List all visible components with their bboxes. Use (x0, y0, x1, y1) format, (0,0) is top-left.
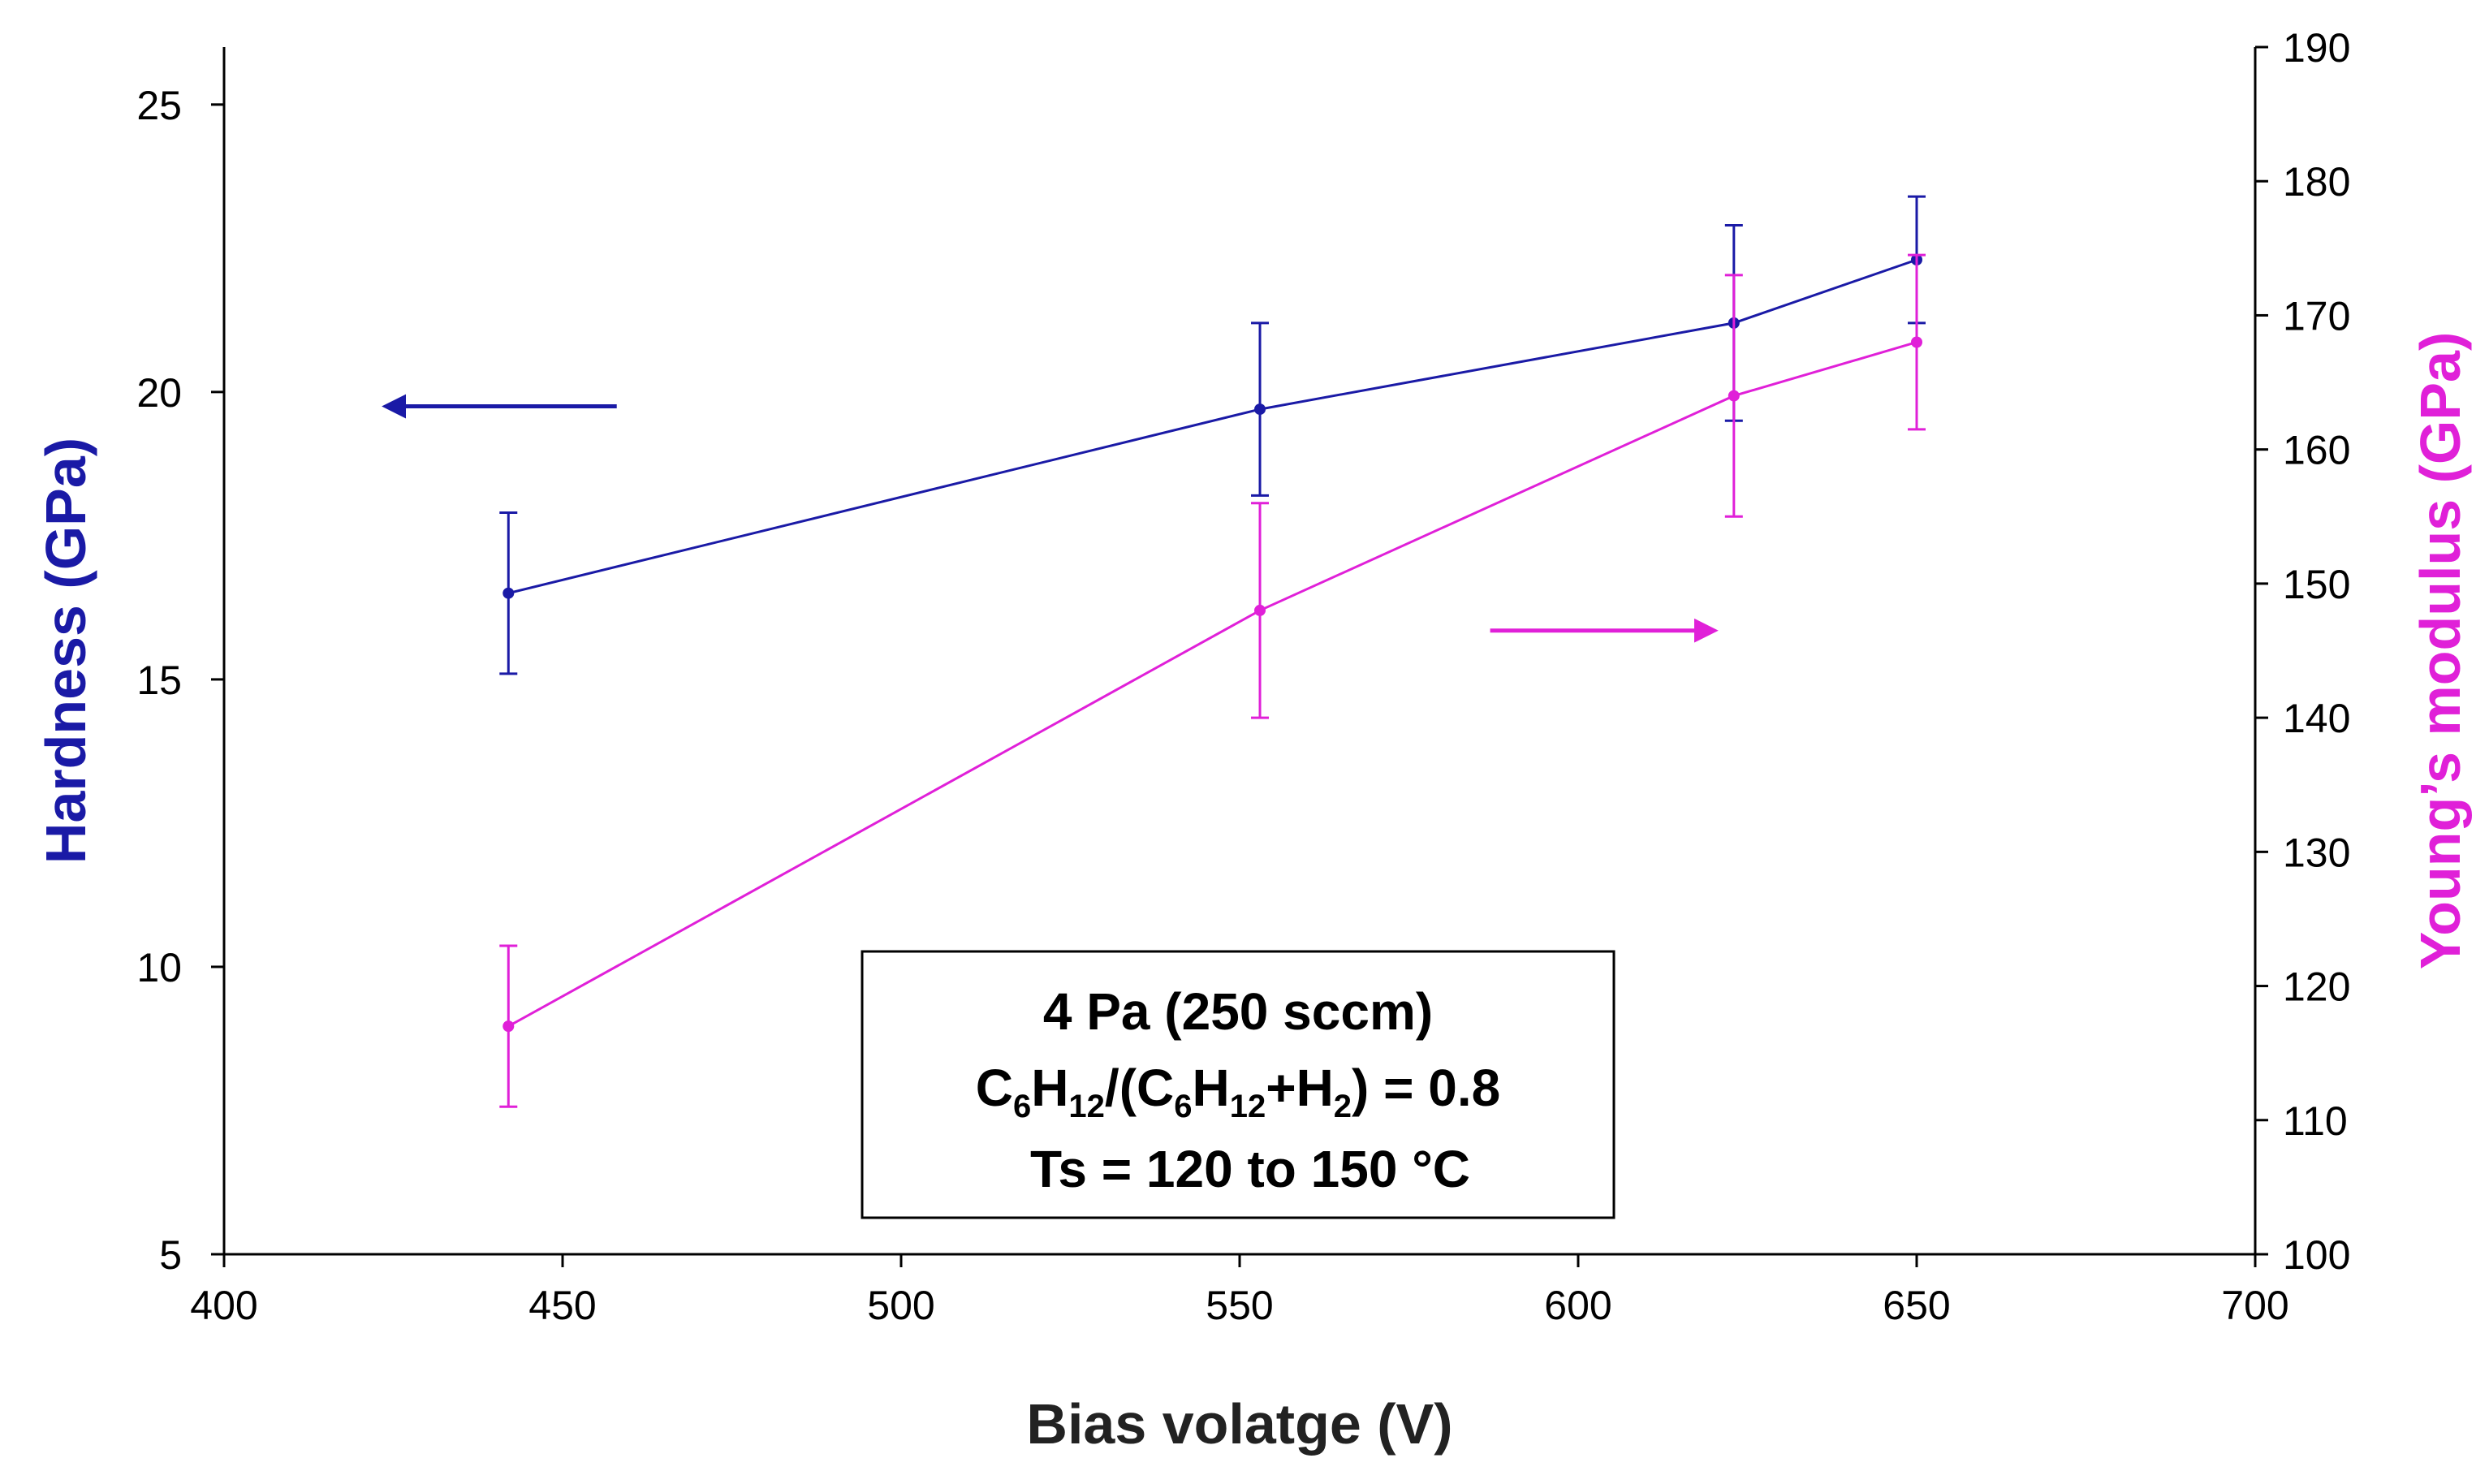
formula-subscript: 6 (1013, 1089, 1031, 1124)
y-left-tick-label: 10 (136, 945, 182, 990)
y-right-tick-label: 140 (2283, 696, 2350, 741)
y-right-tick-label: 130 (2283, 830, 2350, 875)
formula-part: H (1192, 1059, 1229, 1117)
annotation-box: 4 Pa (250 sccm) C6H12/(C6H12+H2) = 0.8 T… (861, 950, 1615, 1219)
formula-part: ) = 0.8 (1352, 1059, 1500, 1117)
hardness-point (1254, 403, 1266, 416)
y-right-axis-title: Young’s modulus (GPa) (2409, 332, 2472, 970)
y-right-tick-label: 110 (2283, 1098, 2348, 1144)
modulus-line (507, 341, 1917, 1028)
modulus-point (1911, 336, 1922, 348)
y-right-tick-label: 150 (2283, 562, 2350, 607)
annotation-frame (861, 950, 1615, 1219)
x-tick-label: 650 (1883, 1283, 1950, 1328)
modulus-point (1254, 604, 1266, 616)
formula-part: /(C (1105, 1059, 1174, 1117)
x-axis-title: Bias volatge (V) (1026, 1392, 1452, 1456)
formula-part: C (976, 1059, 1013, 1117)
modulus-point (503, 1020, 515, 1033)
series-layer (499, 195, 1926, 1108)
annotation-line-3: Ts = 120 to 150 °C (1030, 1140, 1470, 1198)
modulus-series (499, 253, 1926, 1108)
y-right-tick-label: 100 (2283, 1232, 2350, 1278)
x-tick-label: 450 (528, 1283, 596, 1328)
y-right-tick-label: 190 (2283, 25, 2350, 71)
annotation-line-1: 4 Pa (250 sccm) (1043, 982, 1433, 1041)
y-right-tick-label: 120 (2283, 964, 2350, 1010)
x-tick-label: 500 (867, 1283, 934, 1328)
hardness-series (499, 195, 1926, 675)
hardness-point (503, 587, 515, 599)
arrows-layer (382, 394, 1719, 643)
hardness-line (507, 258, 1917, 595)
y-left-tick-label: 5 (159, 1232, 182, 1278)
annotation-line-2: C6H12/(C6H12+H2) = 0.8 (976, 1059, 1501, 1124)
x-tick-label: 400 (190, 1283, 257, 1328)
formula-subscript: 2 (1334, 1089, 1352, 1124)
formula-part: H (1031, 1059, 1068, 1117)
y-right-tick-label: 180 (2283, 159, 2350, 205)
x-tick-label: 700 (2221, 1283, 2288, 1328)
formula-subscript: 6 (1174, 1089, 1192, 1124)
y-right-tick-label: 160 (2283, 428, 2350, 473)
x-tick-label: 600 (1544, 1283, 1611, 1328)
y-left-tick-label: 15 (136, 658, 182, 703)
y-right-tick-label: 170 (2283, 293, 2350, 339)
formula-subscript: 12 (1230, 1089, 1266, 1124)
y-left-tick-label: 25 (136, 83, 182, 128)
y-left-axis-title: Hardness (GPa) (34, 438, 97, 864)
formula-subscript: 12 (1068, 1089, 1105, 1124)
modulus-point (1728, 390, 1740, 402)
x-tick-label: 550 (1206, 1283, 1273, 1328)
axes: 400 450 500 550 600 650 700 5 10 15 20 25 100 110 120 1… (136, 25, 2350, 1328)
y-left-tick-label: 20 (136, 370, 182, 416)
formula-part: +H (1266, 1059, 1334, 1117)
